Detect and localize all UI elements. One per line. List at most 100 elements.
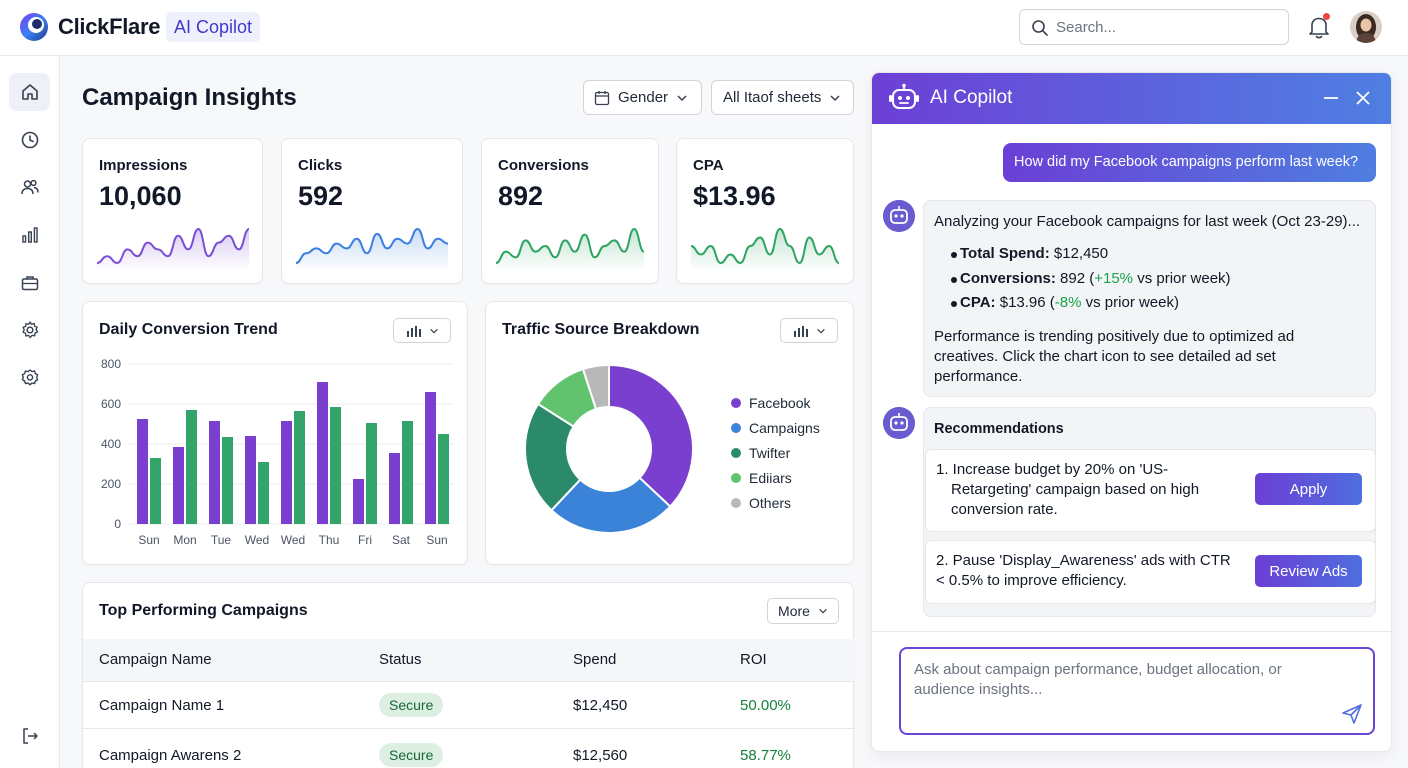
x-tick-label: Sun	[138, 533, 159, 547]
sidebar-item-logout[interactable]	[9, 717, 50, 755]
search-input[interactable]	[1056, 10, 1281, 44]
sparkline-area	[496, 229, 644, 269]
minimize-icon[interactable]	[1322, 89, 1340, 107]
send-icon[interactable]	[1341, 703, 1363, 725]
rec-line: < 0.5% to improve efficiency.	[936, 572, 1127, 589]
kpi-label: Clicks	[298, 157, 343, 174]
composer-divider	[872, 631, 1391, 632]
legend-swatch	[731, 497, 741, 508]
table-header	[83, 639, 855, 681]
sidebar-item-reports[interactable]	[9, 216, 50, 254]
status-badge: Secure	[379, 743, 444, 767]
gender-filter-label: Gender	[618, 89, 669, 106]
column-header[interactable]: Status	[379, 651, 422, 668]
user-avatar[interactable]	[1350, 11, 1382, 43]
copilot-header: AI Copilot	[872, 73, 1391, 124]
legend-item[interactable]: Campaigns	[731, 415, 820, 440]
summary-line: Performance is trending positively due t…	[934, 328, 1295, 345]
legend-item[interactable]: Facebook	[731, 390, 820, 415]
campaign-name[interactable]: Campaign Awarens 2	[99, 747, 242, 764]
kpi-card-conversions[interactable]: Conversions 892	[481, 138, 659, 284]
y-tick-label: 200	[101, 477, 121, 491]
row-divider	[83, 681, 855, 682]
column-header[interactable]: ROI	[740, 651, 767, 668]
gender-filter[interactable]: Gender	[583, 80, 702, 115]
bell-icon[interactable]	[1307, 14, 1331, 40]
legend-swatch	[731, 397, 741, 408]
kpi-card-cpa[interactable]: CPA $13.96	[676, 138, 854, 284]
row-divider	[83, 728, 855, 729]
clickflare-logo-icon[interactable]	[18, 11, 50, 43]
x-tick-label: Mon	[173, 533, 196, 547]
legend-item[interactable]: Others	[731, 490, 820, 515]
x-tick-label: Wed	[281, 533, 305, 547]
legend-item[interactable]: Ediiars	[731, 465, 820, 490]
legend-label: Ediiars	[749, 469, 792, 486]
legend-label: Twifter	[749, 444, 791, 461]
rec-line: Retargeting' campaign based on high	[951, 481, 1200, 498]
sidebar-item-home[interactable]	[9, 73, 50, 111]
donut-chart	[524, 363, 694, 534]
chevron-down-icon	[429, 328, 438, 334]
page-title: Campaign Insights	[82, 84, 297, 111]
chart-legend: Facebook Campaigns Twifter Ediiars Others	[731, 390, 820, 515]
chart-type-button[interactable]	[780, 318, 838, 343]
bar	[137, 419, 148, 524]
sidebar-item-integrations[interactable]	[9, 359, 50, 397]
analysis-bullet: CPA: $13.96 (-8% vs prior week)	[951, 294, 1179, 311]
robot-icon	[889, 83, 919, 109]
bar	[209, 421, 220, 524]
chevron-down-icon	[819, 608, 827, 614]
logout-icon	[22, 728, 38, 744]
kpi-card-impressions[interactable]: Impressions 10,060	[82, 138, 263, 284]
sidebar-item-settings[interactable]	[9, 311, 50, 349]
bar	[173, 447, 184, 524]
recommendation-text: 2. Pause 'Display_Awareness' ads with CT…	[936, 551, 1231, 591]
sidebar-item-history[interactable]	[9, 121, 50, 159]
kpi-label: Conversions	[498, 157, 589, 174]
bullet-suffix: vs prior week)	[1133, 270, 1231, 287]
kpi-card-clicks[interactable]: Clicks 592	[281, 138, 463, 284]
sheet-filter[interactable]: All Itaof sheets	[711, 80, 854, 115]
copilot-composer[interactable]	[899, 647, 1375, 735]
legend-swatch	[731, 447, 741, 458]
bot-avatar-icon	[883, 200, 915, 232]
kpi-label: Impressions	[99, 157, 188, 174]
brand-name[interactable]: ClickFlare	[58, 14, 161, 39]
legend-item[interactable]: Twifter	[731, 440, 820, 465]
donut-slice	[581, 363, 610, 411]
bot-avatar-icon	[883, 407, 915, 439]
daily-conversion-card: Daily Conversion Trend 0 200 400 600 800 Sun M…	[82, 301, 468, 565]
calendar-icon	[594, 90, 610, 105]
legend-swatch	[731, 422, 741, 433]
bar	[389, 453, 400, 524]
table-title: Top Performing Campaigns	[99, 602, 308, 619]
bar	[222, 437, 233, 524]
analysis-bullet: Total Spend: $12,450	[950, 245, 1108, 262]
donut-slice	[550, 476, 672, 534]
column-header[interactable]: Spend	[573, 651, 617, 668]
bullet-label: Conversions:	[960, 270, 1056, 287]
column-header[interactable]: Campaign Name	[99, 651, 212, 668]
campaign-name[interactable]: Campaign Name 1	[99, 697, 225, 714]
copilot-input[interactable]	[914, 660, 1334, 706]
sidebar-item-audience[interactable]	[9, 168, 50, 206]
close-icon[interactable]	[1354, 89, 1372, 107]
copilot-title: AI Copilot	[930, 87, 1013, 108]
user-message: How did my Facebook campaigns perform la…	[1003, 143, 1376, 182]
bullet-label: CPA:	[960, 294, 996, 311]
chevron-down-icon	[830, 94, 840, 101]
chart-type-button[interactable]	[393, 318, 451, 343]
apply-button[interactable]: Apply	[1255, 473, 1362, 505]
spend-value: $12,560	[573, 747, 628, 764]
analysis-intro: Analyzing your Facebook campaigns for la…	[934, 213, 1361, 230]
sidebar-item-campaigns[interactable]	[9, 264, 50, 302]
more-button[interactable]: More	[767, 598, 839, 624]
search-box[interactable]	[1019, 9, 1289, 45]
review-ads-button[interactable]: Review Ads	[1255, 555, 1362, 587]
sparkline-line	[691, 227, 839, 265]
y-tick-label: 0	[114, 517, 121, 531]
rec-line: 1. Increase budget by 20% on 'US-	[936, 461, 1169, 478]
bar	[425, 392, 436, 524]
bullet-delta: +15%	[1094, 270, 1134, 287]
